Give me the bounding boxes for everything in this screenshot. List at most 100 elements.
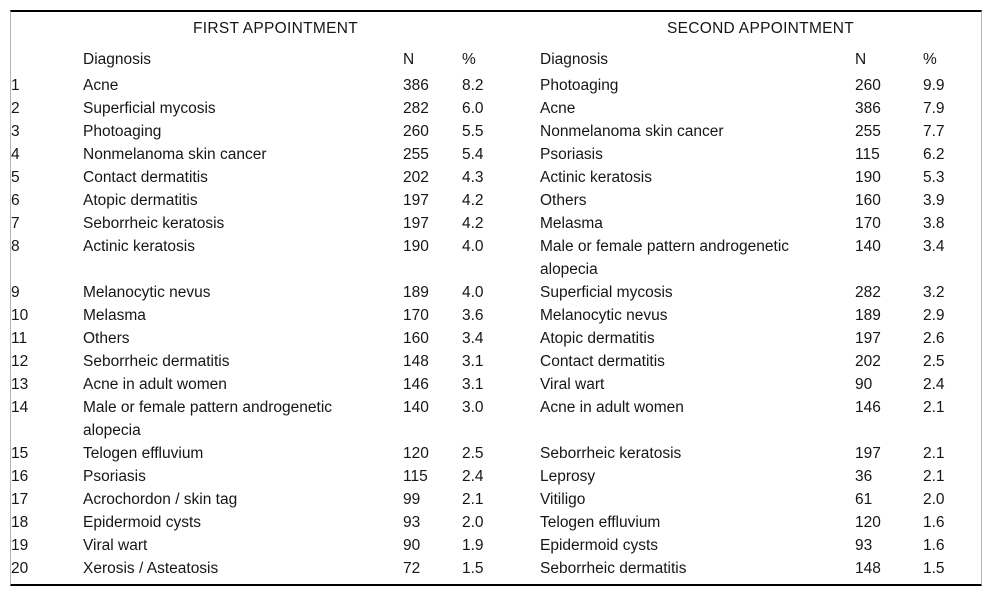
percent-value-cell-first: 5.5 bbox=[462, 123, 484, 140]
n-value-cell-second: 197 bbox=[855, 330, 881, 347]
rank-cell: 5 bbox=[11, 169, 20, 186]
n-value-cell-second: 282 bbox=[855, 284, 881, 301]
diagnosis-cell-second: Vitiligo bbox=[540, 491, 586, 508]
section-title-row: FIRST APPOINTMENT SECOND APPOINTMENT bbox=[11, 12, 981, 46]
rank-cell: 14 bbox=[11, 399, 29, 416]
rank-cell: 4 bbox=[11, 146, 20, 163]
n-value-cell-second: 170 bbox=[855, 215, 881, 232]
percent-value-cell-second: 3.2 bbox=[923, 284, 945, 301]
diagnosis-cell-first: Epidermoid cysts bbox=[83, 514, 202, 531]
percent-value-cell-second: 5.3 bbox=[923, 169, 945, 186]
rank-cell: 15 bbox=[11, 445, 29, 462]
diagnosis-cell-second: Nonmelanoma skin cancer bbox=[540, 123, 724, 140]
percent-value-cell-first: 3.6 bbox=[462, 307, 484, 324]
percent-value-cell-first: 1.9 bbox=[462, 537, 484, 554]
n-value-cell-second: 190 bbox=[855, 169, 881, 186]
diagnosis-cell-second: Superficial mycosis bbox=[540, 284, 673, 301]
percent-value-cell-first: 2.1 bbox=[462, 491, 484, 508]
percent-value-cell-second: 2.1 bbox=[923, 468, 945, 485]
column-header-diagnosis-first: Diagnosis bbox=[83, 51, 152, 68]
diagnosis-cell-first: Atopic dermatitis bbox=[83, 192, 198, 209]
n-value-cell-first: 197 bbox=[403, 215, 429, 232]
diagnosis-cell-first: Others bbox=[83, 330, 130, 347]
n-value-cell-first: 190 bbox=[403, 238, 429, 255]
n-value-cell-first: 140 bbox=[403, 399, 429, 416]
percent-value-cell-second: 3.4 bbox=[923, 238, 945, 255]
rank-cell: 13 bbox=[11, 376, 29, 393]
table-row: 18 Epidermoid cysts 93 2.0 Telogen effluvium… bbox=[11, 511, 981, 534]
percent-value-cell-second: 9.9 bbox=[923, 77, 945, 94]
diagnosis-cell-second: Contact dermatitis bbox=[540, 353, 665, 370]
rank-cell: 9 bbox=[11, 284, 20, 301]
percent-value-cell-first: 4.3 bbox=[462, 169, 484, 186]
n-value-cell-second: 189 bbox=[855, 307, 881, 324]
column-header-n-first: N bbox=[403, 51, 415, 68]
diagnosis-cell-second: Psoriasis bbox=[540, 146, 603, 163]
n-value-cell-second: 115 bbox=[855, 146, 880, 163]
n-value-cell-first: 99 bbox=[403, 491, 421, 508]
table-row: 4 Nonmelanoma skin cancer 255 5.4 Psoriasis 1… bbox=[11, 143, 981, 166]
diagnosis-cell-second: Actinic keratosis bbox=[540, 169, 652, 186]
percent-value-cell-first: 3.1 bbox=[462, 376, 484, 393]
n-value-cell-second: 202 bbox=[855, 353, 881, 370]
n-value-cell-second: 197 bbox=[855, 445, 881, 462]
percent-value-cell-first: 2.5 bbox=[462, 445, 484, 462]
diagnosis-cell-first: Photoaging bbox=[83, 123, 162, 140]
percent-value-cell-second: 1.6 bbox=[923, 537, 945, 554]
percent-value-cell-first: 4.2 bbox=[462, 192, 484, 209]
diagnosis-cell-first: Contact dermatitis bbox=[83, 169, 208, 186]
n-value-cell-first: 90 bbox=[403, 537, 421, 554]
n-value-cell-second: 386 bbox=[855, 100, 881, 117]
table-row: 14 Male or female pattern androgenetic al… bbox=[11, 396, 981, 442]
n-value-cell-second: 148 bbox=[855, 560, 881, 577]
percent-value-cell-first: 4.0 bbox=[462, 238, 484, 255]
diagnosis-cell-second: Seborrheic keratosis bbox=[540, 445, 682, 462]
n-value-cell-first: 72 bbox=[403, 560, 421, 577]
percent-value-cell-second: 3.8 bbox=[923, 215, 945, 232]
diagnosis-cell-second: Atopic dermatitis bbox=[540, 330, 655, 347]
diagnosis-cell-first: Actinic keratosis bbox=[83, 238, 195, 255]
n-value-cell-second: 260 bbox=[855, 77, 881, 94]
n-value-cell-first: 93 bbox=[403, 514, 421, 531]
diagnosis-cell-second: Others bbox=[540, 192, 587, 209]
table-row: 19 Viral wart 90 1.9 Epidermoid cysts 93 1.6 bbox=[11, 534, 981, 557]
percent-value-cell-second: 2.1 bbox=[923, 399, 945, 416]
diagnosis-cell-first: Male or female pattern androgenetic alop… bbox=[83, 399, 333, 439]
column-header-percent-first: % bbox=[462, 51, 476, 68]
diagnosis-cell-second: Viral wart bbox=[540, 376, 605, 393]
n-value-cell-second: 140 bbox=[855, 238, 881, 255]
rank-cell: 20 bbox=[11, 560, 29, 577]
rank-cell: 1 bbox=[11, 77, 20, 94]
percent-value-cell-first: 4.0 bbox=[462, 284, 484, 301]
table-row: 1 Acne 386 8.2 Photoaging 260 9.9 bbox=[11, 74, 981, 97]
n-value-cell-second: 255 bbox=[855, 123, 881, 140]
diagnosis-cell-first: Telogen effluvium bbox=[83, 445, 204, 462]
section-title-first-appointment: FIRST APPOINTMENT bbox=[193, 20, 358, 37]
diagnosis-cell-first: Seborrheic keratosis bbox=[83, 215, 225, 232]
table-row: 10 Melasma 170 3.6 Melanocytic nevus 189 2.9 bbox=[11, 304, 981, 327]
percent-value-cell-first: 2.0 bbox=[462, 514, 484, 531]
n-value-cell-first: 170 bbox=[403, 307, 429, 324]
rank-cell: 7 bbox=[11, 215, 20, 232]
n-value-cell-first: 202 bbox=[403, 169, 429, 186]
n-value-cell-first: 115 bbox=[403, 468, 428, 485]
table-row: 12 Seborrheic dermatitis 148 3.1 Contact der… bbox=[11, 350, 981, 373]
diagnosis-cell-second: Seborrheic dermatitis bbox=[540, 560, 687, 577]
diagnosis-cell-first: Acrochordon / skin tag bbox=[83, 491, 238, 508]
table-frame: FIRST APPOINTMENT SECOND APPOINTMENT Dia… bbox=[10, 10, 982, 586]
column-header-percent-second: % bbox=[923, 51, 937, 68]
percent-value-cell-second: 2.0 bbox=[923, 491, 945, 508]
rank-cell: 12 bbox=[11, 353, 29, 370]
percent-value-cell-first: 4.2 bbox=[462, 215, 484, 232]
table-row: 15 Telogen effluvium 120 2.5 Seborrheic kera… bbox=[11, 442, 981, 465]
percent-value-cell-second: 2.4 bbox=[923, 376, 945, 393]
percent-value-cell-first: 6.0 bbox=[462, 100, 484, 117]
percent-value-cell-first: 3.1 bbox=[462, 353, 484, 370]
n-value-cell-first: 260 bbox=[403, 123, 429, 140]
table-row: 3 Photoaging 260 5.5 Nonmelanoma skin cancer… bbox=[11, 120, 981, 143]
rank-cell: 3 bbox=[11, 123, 20, 140]
n-value-cell-first: 148 bbox=[403, 353, 429, 370]
diagnosis-cell-first: Acne in adult women bbox=[83, 376, 227, 393]
column-header-diagnosis-second: Diagnosis bbox=[540, 51, 609, 68]
n-value-cell-second: 90 bbox=[855, 376, 873, 393]
